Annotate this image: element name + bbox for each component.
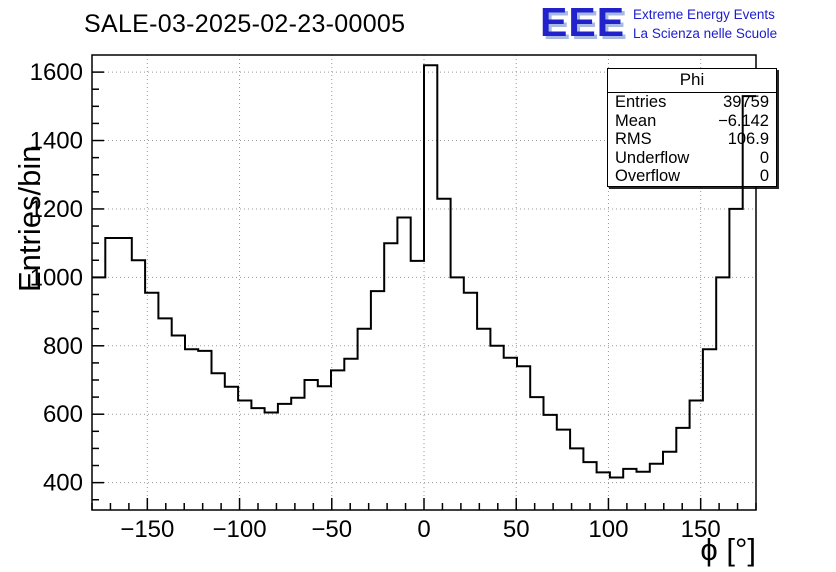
- stat-value: 39759: [723, 93, 769, 111]
- eee-tagline-1: Extreme Energy Events: [633, 7, 775, 22]
- eee-logo-text: EEE: [540, 0, 626, 45]
- stat-value: 0: [759, 167, 769, 186]
- stat-label: RMS: [615, 130, 652, 149]
- svg-text:600: 600: [43, 401, 83, 428]
- stats-box: Phi Entries 39759 Mean −6.142 RMS 106.9 …: [607, 68, 777, 187]
- stat-value: −6.142: [718, 111, 769, 130]
- svg-text:−150: −150: [120, 516, 174, 543]
- svg-text:1600: 1600: [30, 59, 83, 86]
- stat-label: Entries: [615, 93, 667, 111]
- stat-label: Mean: [615, 111, 657, 130]
- stat-label: Overflow: [615, 167, 681, 186]
- stat-row-rms: RMS 106.9: [608, 130, 776, 149]
- svg-text:−100: −100: [213, 516, 267, 543]
- eee-tagline-2: La Scienza nelle Scuole: [633, 25, 778, 41]
- svg-text:0: 0: [417, 516, 430, 543]
- stats-title: Phi: [608, 69, 776, 93]
- stat-label: Underflow: [615, 148, 690, 167]
- plot-title: SALE-03-2025-02-23-00005: [84, 10, 406, 38]
- stat-row-underflow: Underflow 0: [608, 149, 776, 168]
- stat-row-overflow: Overflow 0: [608, 167, 776, 186]
- eee-logo: EEE Extreme Energy Events La Scienza nel…: [540, 0, 777, 45]
- y-axis-label: Entries/bin: [12, 145, 47, 292]
- svg-text:−50: −50: [311, 516, 352, 543]
- svg-text:50: 50: [503, 516, 530, 543]
- eee-taglines: Extreme Energy Events La Scienza nelle S…: [633, 3, 777, 44]
- stat-row-entries: Entries 39759: [608, 93, 776, 112]
- stat-value: 106.9: [727, 130, 769, 149]
- svg-text:400: 400: [43, 470, 83, 497]
- x-axis-label: ϕ [°]: [700, 532, 756, 567]
- stat-row-mean: Mean −6.142: [608, 112, 776, 131]
- stat-value: 0: [759, 148, 769, 167]
- svg-text:800: 800: [43, 333, 83, 360]
